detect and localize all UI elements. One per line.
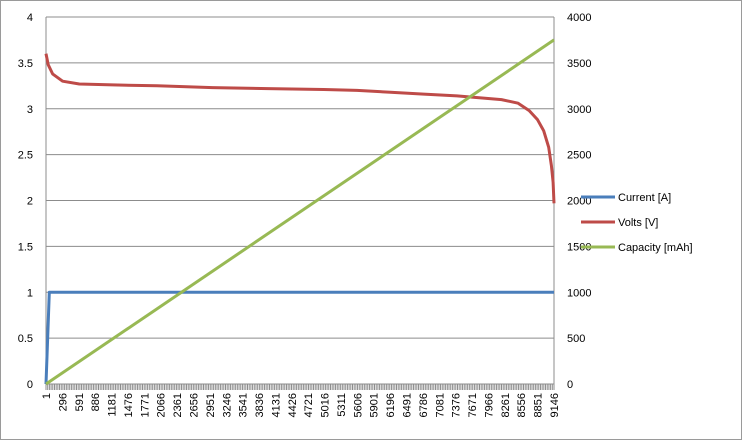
- y2-tick-label: 0: [567, 379, 573, 391]
- x-tick-label: 5016: [320, 393, 332, 417]
- y-tick-label: 4: [27, 12, 33, 24]
- legend-label: Capacity [mAh]: [618, 242, 693, 254]
- y2-tick-label: 1000: [567, 287, 591, 299]
- y2-tick-label: 3500: [567, 58, 591, 70]
- x-tick-label: 3541: [238, 393, 250, 417]
- x-tick-label: 8851: [533, 393, 545, 417]
- x-tick-label: 1181: [107, 393, 119, 417]
- y-tick-label: 2.5: [18, 150, 33, 162]
- y-tick-label: 3.5: [18, 58, 33, 70]
- x-tick-label: 4426: [287, 393, 299, 417]
- y-tick-label: 0.5: [18, 333, 33, 345]
- y2-tick-label: 1500: [567, 241, 591, 253]
- x-tick-label: 2066: [156, 393, 168, 417]
- series-line: [44, 53, 556, 204]
- x-tick-label: 6196: [385, 393, 397, 417]
- x-tick-label: 3246: [221, 393, 233, 417]
- y2-tick-label: 4000: [567, 12, 591, 24]
- x-tick-label: 4131: [270, 393, 282, 417]
- x-tick-label: 886: [90, 393, 102, 411]
- x-tick-label: 7376: [451, 393, 463, 417]
- x-tick-label: 2656: [188, 393, 200, 417]
- x-tick-label: 7966: [483, 393, 495, 417]
- series-line: [45, 38, 555, 386]
- legend-label: Current [A]: [618, 192, 671, 204]
- x-tick-label: 296: [57, 393, 69, 411]
- x-tick-label: 5311: [336, 393, 348, 417]
- y2-tick-label: 3000: [567, 104, 591, 116]
- y-tick-label: 0: [27, 379, 33, 391]
- legend-label: Volts [V]: [618, 217, 658, 229]
- x-tick-label: 6786: [418, 393, 430, 417]
- y2-tick-label: 500: [567, 333, 585, 345]
- y2-tick-label: 2500: [567, 150, 591, 162]
- x-tick-label: 1771: [139, 393, 151, 417]
- x-tick-label: 1: [41, 393, 53, 399]
- x-tick-label: 5901: [369, 393, 381, 417]
- x-tick-label: 3836: [254, 393, 266, 417]
- x-tick-label: 8556: [516, 393, 528, 417]
- series-line: [44, 290, 554, 385]
- x-tick-label: 8261: [500, 393, 512, 417]
- x-tick-label: 9146: [549, 393, 561, 417]
- x-tick-label: 2951: [205, 393, 217, 417]
- x-tick-label: 4721: [303, 393, 315, 417]
- y-tick-label: 2: [27, 196, 33, 208]
- x-tick-label: 591: [74, 393, 86, 411]
- x-tick-label: 5606: [352, 393, 364, 417]
- x-tick-label: 6491: [402, 393, 414, 417]
- x-tick-label: 7081: [434, 393, 446, 417]
- x-tick-label: 7671: [467, 393, 479, 417]
- y-tick-label: 1.5: [18, 241, 33, 253]
- y-tick-label: 1: [27, 287, 33, 299]
- y-tick-label: 3: [27, 104, 33, 116]
- x-tick-label: 1476: [123, 393, 135, 417]
- x-tick-label: 2361: [172, 393, 184, 417]
